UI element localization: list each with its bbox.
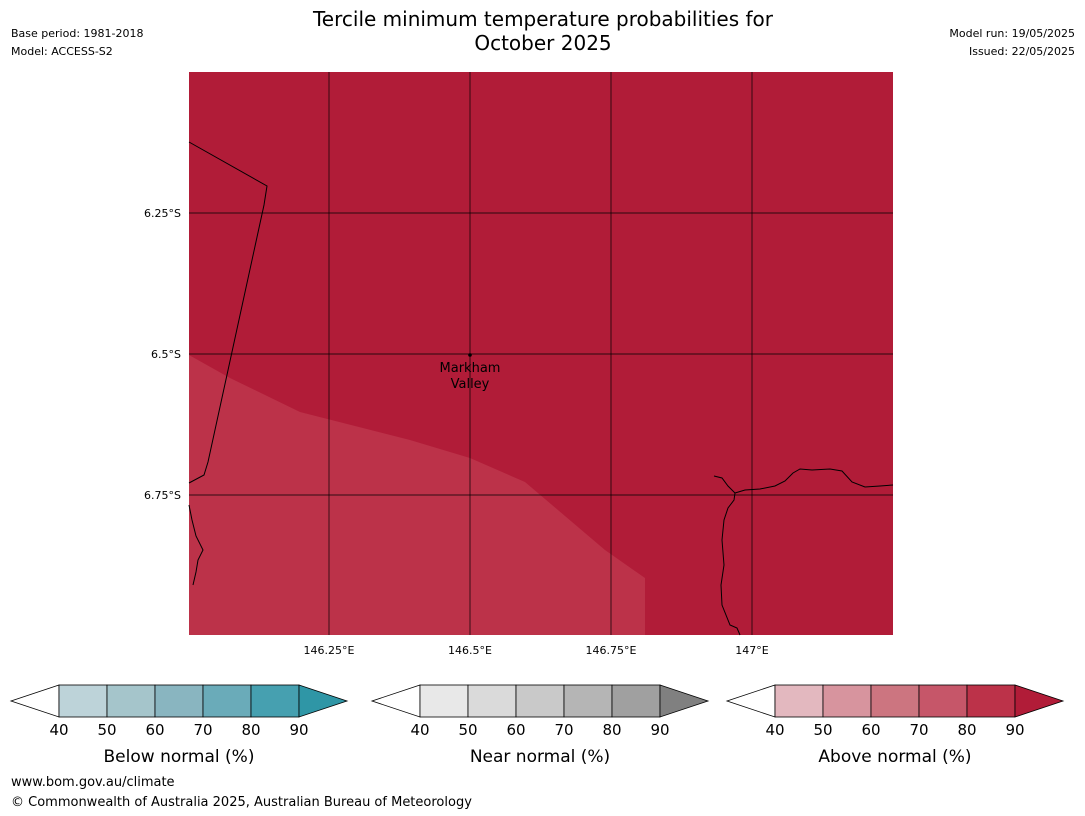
province-border bbox=[188, 141, 268, 484]
legend-swatch bbox=[154, 684, 204, 718]
legend-arrow-high bbox=[1014, 684, 1065, 718]
legend-tick: 40 bbox=[49, 721, 68, 739]
legend-swatch bbox=[419, 684, 469, 718]
place-label-line-2: Valley bbox=[451, 377, 490, 392]
model-name: Model: ACCESS-S2 bbox=[11, 45, 113, 58]
legend-swatch bbox=[774, 684, 824, 718]
issued-date: Issued: 22/05/2025 bbox=[968, 45, 1075, 58]
lon-label: 146.25°E bbox=[304, 644, 355, 657]
latitude-labels: 6.25°S 6.5°S 6.75°S bbox=[144, 207, 181, 502]
lon-label: 146.75°E bbox=[586, 644, 637, 657]
model-run: Model run: 19/05/2025 bbox=[949, 27, 1075, 40]
legend-swatch bbox=[58, 684, 108, 718]
legend-swatch bbox=[870, 684, 920, 718]
legend-tick: 80 bbox=[957, 721, 976, 739]
lat-label: 6.5°S bbox=[151, 348, 181, 361]
lon-label: 147°E bbox=[735, 644, 768, 657]
legend-above-normal: 40 50 60 70 80 90 Above normal (%) bbox=[725, 684, 1065, 767]
legend-tick: 70 bbox=[554, 721, 573, 739]
location-marker bbox=[468, 353, 472, 357]
lat-label: 6.25°S bbox=[144, 207, 181, 220]
coastline-huon-gulf bbox=[713, 475, 741, 636]
lat-label: 6.75°S bbox=[144, 489, 181, 502]
title-line-2: October 2025 bbox=[474, 31, 612, 55]
longitude-labels: 146.25°E 146.5°E 146.75°E 147°E bbox=[304, 644, 769, 657]
legend-arrow-low bbox=[370, 684, 421, 718]
legend-tick: 40 bbox=[765, 721, 784, 739]
graticule bbox=[189, 72, 893, 635]
base-period: Base period: 1981-2018 bbox=[11, 27, 144, 40]
legend-tick: 70 bbox=[909, 721, 928, 739]
legend-swatch bbox=[202, 684, 252, 718]
legend-arrow-high bbox=[659, 684, 710, 718]
legend-swatch bbox=[106, 684, 156, 718]
metadata-left: Base period: 1981-2018 Model: ACCESS-S2 bbox=[11, 25, 143, 61]
legend-arrow-low bbox=[9, 684, 60, 718]
legend-near-normal: 40 50 60 70 80 90 Near normal (%) bbox=[370, 684, 710, 767]
coastline-west bbox=[188, 504, 204, 586]
metadata-right: Model run: 19/05/2025 Issued: 22/05/2025 bbox=[949, 25, 1075, 61]
footer-copyright: © Commonwealth of Australia 2025, Austra… bbox=[11, 795, 472, 810]
legend-tick: 70 bbox=[193, 721, 212, 739]
footer: www.bom.gov.au/climate © Commonwealth of… bbox=[11, 773, 472, 813]
legend-tick: 60 bbox=[506, 721, 525, 739]
legend-swatch bbox=[250, 684, 300, 718]
legend-swatch bbox=[966, 684, 1016, 718]
legend-tick: 50 bbox=[813, 721, 832, 739]
legend-title: Above normal (%) bbox=[818, 747, 971, 767]
legend-tick: 90 bbox=[289, 721, 308, 739]
legend-swatch bbox=[467, 684, 517, 718]
legend-tick: 40 bbox=[410, 721, 429, 739]
footer-url[interactable]: www.bom.gov.au/climate bbox=[11, 775, 175, 790]
lon-label: 146.5°E bbox=[448, 644, 492, 657]
legend-swatch bbox=[563, 684, 613, 718]
legend-tick: 60 bbox=[145, 721, 164, 739]
legend-swatch bbox=[611, 684, 661, 718]
legend-title: Near normal (%) bbox=[470, 747, 610, 767]
legend-swatch bbox=[515, 684, 565, 718]
legend-title: Below normal (%) bbox=[104, 747, 255, 767]
legend-tick: 50 bbox=[97, 721, 116, 739]
title-line-1: Tercile minimum temperature probabilitie… bbox=[312, 7, 774, 31]
legend-tick: 60 bbox=[861, 721, 880, 739]
borders-coastline bbox=[188, 141, 894, 636]
place-label-line-1: Markham bbox=[440, 361, 501, 376]
legend-swatch bbox=[918, 684, 968, 718]
legend-swatch bbox=[822, 684, 872, 718]
map-title: Tercile minimum temperature probabilitie… bbox=[243, 7, 843, 55]
map-panel: Markham Valley 6.25°S 6.5°S 6.75°S 146.2… bbox=[144, 72, 894, 657]
legend-arrow-low bbox=[725, 684, 776, 718]
coastline-huon-peninsula bbox=[734, 468, 894, 494]
legend-tick: 80 bbox=[241, 721, 260, 739]
legend-below-normal: 40 50 60 70 80 90 Below normal (%) bbox=[9, 684, 349, 767]
legend-tick: 50 bbox=[458, 721, 477, 739]
legend-tick: 80 bbox=[602, 721, 621, 739]
legend-arrow-high bbox=[298, 684, 349, 718]
legend-tick: 90 bbox=[650, 721, 669, 739]
legend-tick: 90 bbox=[1005, 721, 1024, 739]
